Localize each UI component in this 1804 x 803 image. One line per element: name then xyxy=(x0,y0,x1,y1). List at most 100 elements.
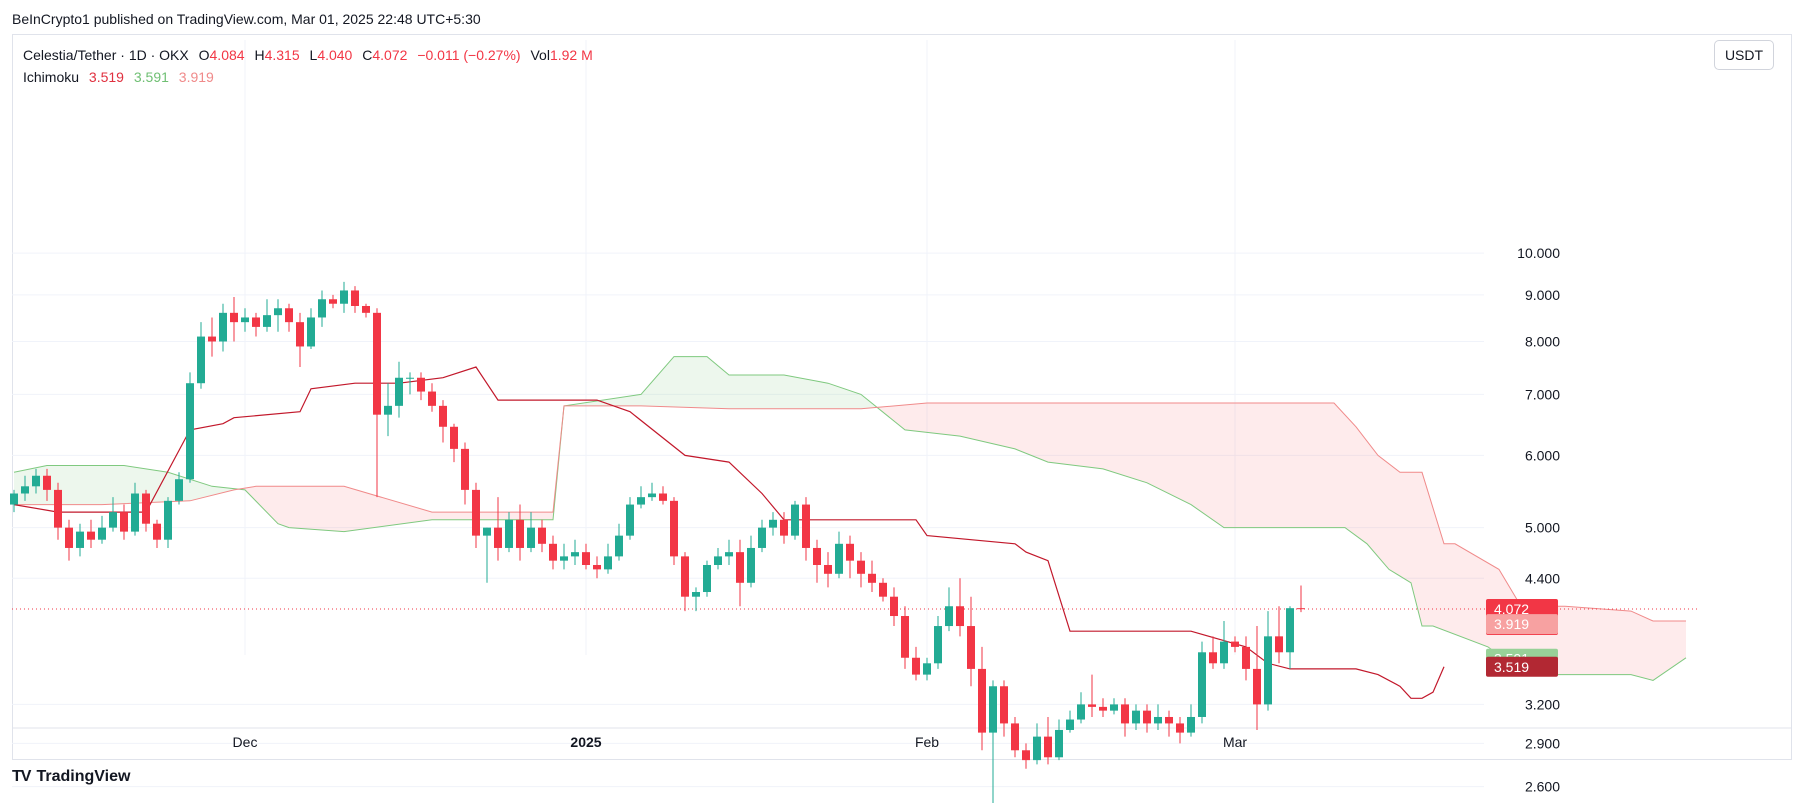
cloud-segment xyxy=(1042,402,1048,463)
candle-up xyxy=(21,486,29,494)
cloud-segment xyxy=(85,465,91,505)
cloud-segment xyxy=(184,477,190,502)
cloud-segment xyxy=(696,356,702,408)
cloud-segment xyxy=(300,486,306,529)
cloud-segment xyxy=(1136,402,1142,481)
cloud-segment xyxy=(536,512,542,520)
cloud-segment xyxy=(63,465,69,505)
candle-down xyxy=(879,582,887,597)
candle-up xyxy=(340,290,348,304)
indicator-name[interactable]: Ichimoku xyxy=(23,69,80,85)
candle-down xyxy=(670,500,678,557)
cloud-segment xyxy=(1152,402,1158,489)
candle-up xyxy=(923,663,931,675)
cloud-segment xyxy=(1141,402,1147,483)
cloud-segment xyxy=(525,512,531,520)
cloud-segment xyxy=(399,502,405,525)
cloud-segment xyxy=(322,486,328,531)
candle-up xyxy=(714,556,722,565)
candle-down xyxy=(549,543,557,561)
candle-down xyxy=(1165,716,1173,724)
cloud-segment xyxy=(492,512,498,520)
candle-down xyxy=(956,606,964,627)
candle-up xyxy=(32,475,40,487)
candle-up xyxy=(384,405,392,415)
cloud-segment xyxy=(938,402,944,435)
low-label: L xyxy=(309,47,318,63)
cloud-segment xyxy=(971,402,977,440)
cloud-segment xyxy=(1449,543,1455,635)
cloud-segment xyxy=(1576,607,1582,675)
cloud-segment xyxy=(311,486,317,530)
cloud-segment xyxy=(1180,402,1186,502)
high-value: 4.315 xyxy=(264,47,300,63)
candle-down xyxy=(461,448,469,490)
cloud-segment xyxy=(217,486,223,494)
cloud-segment xyxy=(190,479,196,501)
cloud-segment xyxy=(520,512,526,520)
chart-frame xyxy=(12,34,1792,760)
candle-up xyxy=(725,552,733,557)
span-b-value: 3.919 xyxy=(178,69,214,85)
cloud-segment xyxy=(1328,402,1334,528)
cloud-segment xyxy=(1383,459,1389,570)
cloud-segment xyxy=(624,395,630,406)
cloud-segment xyxy=(80,465,86,505)
cloud-segment xyxy=(1466,550,1472,641)
cloud-segment xyxy=(1246,402,1252,528)
candle-down xyxy=(54,489,62,528)
candle-down xyxy=(43,475,51,490)
cloud-segment xyxy=(767,375,773,409)
candle-up xyxy=(395,377,403,406)
cloud-segment xyxy=(245,487,251,496)
candle-up xyxy=(934,626,942,664)
cloud-segment xyxy=(1460,546,1466,639)
candle-up xyxy=(1154,716,1162,724)
cloud-segment xyxy=(338,486,344,532)
candle-down xyxy=(494,527,502,548)
candle-down xyxy=(967,626,975,669)
candle-up xyxy=(1110,704,1118,711)
candle-down xyxy=(1099,706,1107,711)
cloud-segment xyxy=(613,397,619,406)
cloud-segment xyxy=(426,510,432,521)
candle-down xyxy=(846,543,854,561)
price-tag-label: 4.072 xyxy=(1494,601,1529,617)
cloud-segment xyxy=(1070,402,1076,466)
cloud-segment xyxy=(762,375,768,409)
cloud-segment xyxy=(1356,426,1362,540)
cloud-segment xyxy=(1378,455,1384,563)
cloud-segment xyxy=(668,356,674,407)
cloud-segment xyxy=(316,486,322,531)
cloud-segment xyxy=(800,378,806,409)
cloud-segment xyxy=(448,512,454,520)
candle-down xyxy=(1143,710,1151,724)
cloud-segment xyxy=(305,486,311,530)
candle-up xyxy=(1198,652,1206,717)
cloud-segment xyxy=(652,375,658,407)
candle-up xyxy=(747,547,755,583)
price-tick-label: 6.000 xyxy=(1525,447,1560,463)
cloud-segment xyxy=(1119,402,1125,476)
cloud-segment xyxy=(503,512,509,520)
currency-unit-button[interactable]: USDT xyxy=(1714,40,1774,70)
cloud-segment xyxy=(547,512,553,520)
base-line-value: 3.519 xyxy=(88,69,124,85)
cloud-segment xyxy=(443,512,449,520)
span-a-line xyxy=(13,356,1687,681)
cloud-segment xyxy=(806,379,812,409)
cloud-segment xyxy=(289,486,295,529)
symbol-label[interactable]: Celestia/Tether · 1D · OKX xyxy=(23,47,189,63)
cloud-segment xyxy=(267,486,273,518)
cloud-segment xyxy=(1334,402,1340,528)
candlesticks xyxy=(10,281,1305,803)
cloud-segment xyxy=(124,465,130,504)
tradingview-brand[interactable]: TV TradingView xyxy=(12,768,130,786)
cloud-segment xyxy=(1438,524,1444,631)
candle-down xyxy=(1022,750,1030,761)
cloud-segment xyxy=(1664,621,1670,673)
cloud-segment xyxy=(1284,402,1290,528)
cloud-segment xyxy=(1059,402,1065,465)
cloud-segment xyxy=(1317,402,1323,528)
